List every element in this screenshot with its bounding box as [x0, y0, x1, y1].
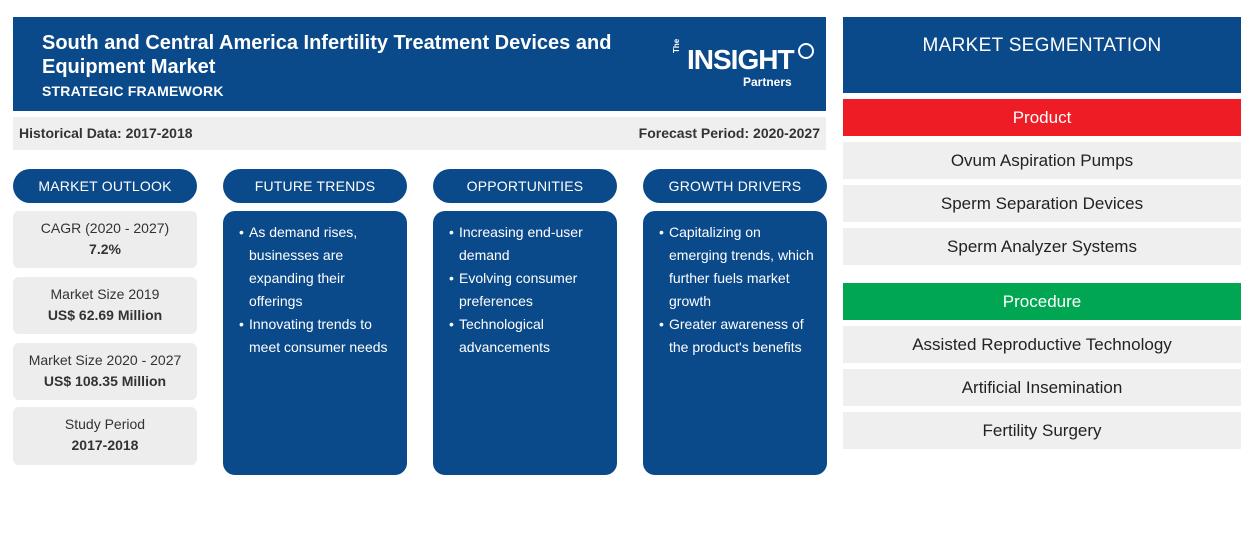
logo-partners: Partners — [743, 75, 792, 89]
list-item: Evolving consumer preferences — [449, 267, 609, 313]
stat-value: US$ 62.69 Million — [47, 307, 163, 323]
page-title: South and Central America Infertility Tr… — [42, 32, 612, 78]
segment-item: Artificial Insemination — [843, 369, 1241, 406]
segment-item: Fertility Surgery — [843, 412, 1241, 449]
opportunities-card: Increasing end-user demand Evolving cons… — [433, 211, 617, 475]
list-item: Technological advancements — [449, 313, 609, 359]
logo-the: The — [672, 38, 681, 53]
stat-study-period: Study Period 2017-2018 — [13, 407, 197, 465]
historical-data: Historical Data: 2017-2018 — [19, 125, 193, 141]
list-item: Innovating trends to meet consumer needs — [239, 313, 399, 359]
stat-value: US$ 108.35 Million — [43, 373, 167, 389]
segment-item: Ovum Aspiration Pumps — [843, 142, 1241, 179]
insight-partners-logo: The INSIGHT Partners — [672, 38, 814, 91]
stat-market-size-forecast: Market Size 2020 - 2027 US$ 108.35 Milli… — [13, 343, 197, 400]
opportunities-list: Increasing end-user demand Evolving cons… — [433, 211, 617, 359]
future-trends-heading: FUTURE TRENDS — [223, 169, 407, 203]
stat-label: CAGR (2020 - 2027) — [40, 220, 170, 236]
stat-label: Market Size 2020 - 2027 — [28, 352, 182, 368]
header-banner: South and Central America Infertility Tr… — [13, 17, 826, 111]
segment-item: Assisted Reproductive Technology — [843, 326, 1241, 363]
market-segmentation-heading: MARKET SEGMENTATION — [843, 17, 1241, 93]
market-outlook-heading: MARKET OUTLOOK — [13, 169, 197, 203]
segment-procedure-heading: Procedure — [843, 283, 1241, 320]
growth-drivers-heading: GROWTH DRIVERS — [643, 169, 827, 203]
future-trends-list: As demand rises, businesses are expandin… — [223, 211, 407, 359]
list-item: Increasing end-user demand — [449, 221, 609, 267]
list-item: As demand rises, businesses are expandin… — [239, 221, 399, 313]
forecast-period: Forecast Period: 2020-2027 — [638, 125, 820, 141]
segment-item: Sperm Analyzer Systems — [843, 228, 1241, 265]
stat-value: 2017-2018 — [71, 437, 139, 453]
logo-main: INSIGHT — [687, 44, 795, 75]
stat-value: 7.2% — [89, 241, 121, 257]
stat-label: Study Period — [64, 416, 146, 432]
segment-item: Sperm Separation Devices — [843, 185, 1241, 222]
growth-drivers-card: Capitalizing on emerging trends, which f… — [643, 211, 827, 475]
logo-ring-icon — [798, 43, 814, 59]
list-item: Greater awareness of the product's benef… — [659, 313, 819, 359]
opportunities-heading: OPPORTUNITIES — [433, 169, 617, 203]
growth-drivers-list: Capitalizing on emerging trends, which f… — [643, 211, 827, 359]
stat-cagr: CAGR (2020 - 2027) 7.2% — [13, 211, 197, 268]
future-trends-card: As demand rises, businesses are expandin… — [223, 211, 407, 475]
page-subtitle: STRATEGIC FRAMEWORK — [42, 83, 224, 99]
period-bar: Historical Data: 2017-2018 Forecast Peri… — [13, 117, 826, 150]
stat-market-size-2019: Market Size 2019 US$ 62.69 Million — [13, 277, 197, 334]
segment-product-heading: Product — [843, 99, 1241, 136]
list-item: Capitalizing on emerging trends, which f… — [659, 221, 819, 313]
stat-label: Market Size 2019 — [50, 286, 160, 302]
